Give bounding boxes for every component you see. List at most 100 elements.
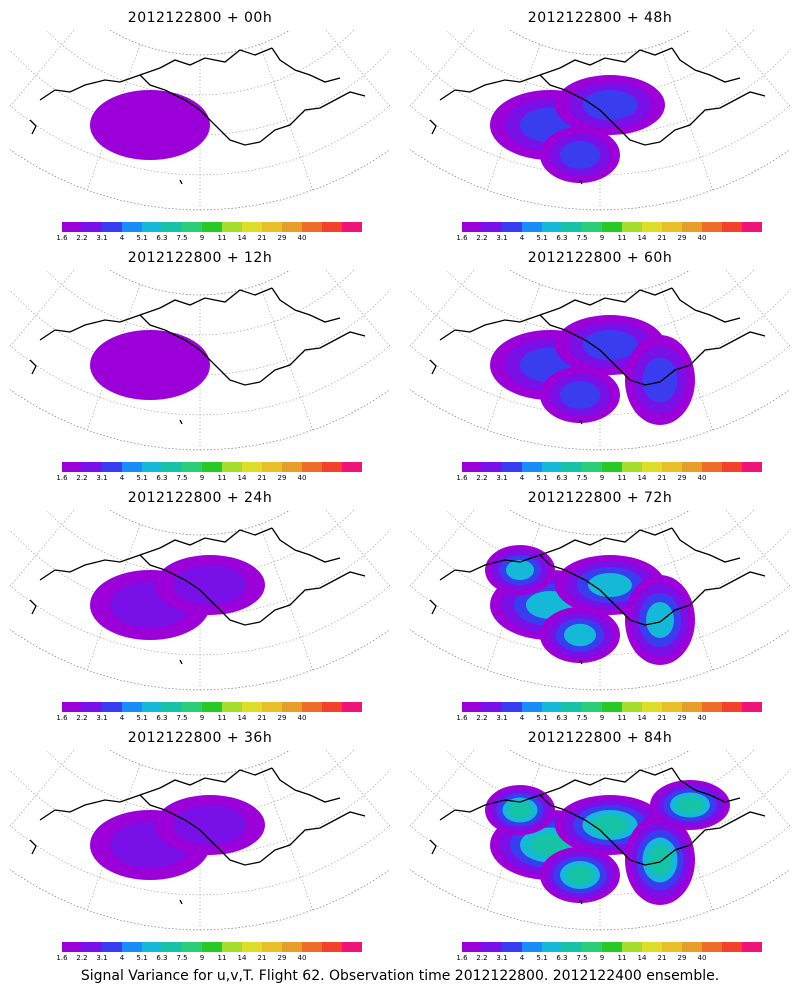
colorbar-swatch xyxy=(702,462,722,472)
graticule-meridian xyxy=(259,764,314,911)
colorbar-label: 4 xyxy=(119,714,125,722)
colorbar-swatch xyxy=(702,942,722,952)
coastline-segment xyxy=(29,359,37,375)
colorbar-swatch xyxy=(182,222,202,232)
graticule-meridian xyxy=(259,524,314,671)
colorbar-swatch xyxy=(622,462,642,472)
colorbar-label: 14 xyxy=(237,954,247,962)
colorbar-label: 7.5 xyxy=(576,234,588,242)
colorbar-label: 5.1 xyxy=(536,954,548,962)
colorbar-label: 7.5 xyxy=(176,714,188,722)
graticule-meridian xyxy=(10,30,48,45)
colorbar-swatch xyxy=(202,462,222,472)
colorbar-swatch xyxy=(102,702,122,712)
coastline-segment xyxy=(429,839,437,855)
colorbar-swatch xyxy=(582,942,602,952)
coastline-segment xyxy=(271,287,341,323)
colorbar-labels: 1.6 2.2 3.1 4 5.1 6.3 7.5 9 11 14 21 29 40 xyxy=(56,714,362,724)
colorbar-label: 40 xyxy=(697,714,707,722)
colorbar-label: 29 xyxy=(277,234,287,242)
colorbar-swatch xyxy=(322,462,342,472)
map-boundary xyxy=(10,270,390,451)
colorbar-swatch xyxy=(642,462,662,472)
map-boundary xyxy=(410,270,790,451)
variance-contour xyxy=(564,623,596,647)
variance-contour xyxy=(582,330,638,360)
colorbar-swatch xyxy=(742,942,762,952)
map-panel-36h: 2012122800 + 36h 1.6 2.2 3.1 4 5.1 6.3 7.5 9 11 1… xyxy=(0,720,400,965)
colorbar-swatch xyxy=(522,702,542,712)
colorbar-swatch xyxy=(82,702,102,712)
colorbar xyxy=(462,462,762,472)
colorbar-label: 1.6 xyxy=(456,954,468,962)
colorbar-label: 4 xyxy=(119,234,125,242)
coastline-segment xyxy=(179,659,183,665)
colorbar-swatch xyxy=(682,222,702,232)
colorbar-swatch xyxy=(722,222,742,232)
map-plot xyxy=(410,750,790,931)
colorbar-label: 9 xyxy=(599,714,605,722)
colorbar-swatch xyxy=(222,942,242,952)
graticule-meridian xyxy=(410,750,448,765)
colorbar xyxy=(462,222,762,232)
colorbar-label: 1.6 xyxy=(456,234,468,242)
colorbar-label: 3.1 xyxy=(96,474,108,482)
colorbar-swatch xyxy=(182,462,202,472)
graticule-meridian xyxy=(325,270,390,347)
colorbar-label: 11 xyxy=(217,714,227,722)
variance-shading xyxy=(490,315,695,425)
colorbar-label: 2.2 xyxy=(76,474,88,482)
map-boundary xyxy=(410,30,790,211)
coastline xyxy=(29,527,366,665)
colorbar-swatch xyxy=(522,942,542,952)
colorbar-label: 6.3 xyxy=(556,954,568,962)
graticule-latitude xyxy=(410,769,790,856)
colorbar-label: 9 xyxy=(199,234,205,242)
colorbar-label: 21 xyxy=(657,714,667,722)
colorbar-label: 5.1 xyxy=(536,714,548,722)
graticule-meridian xyxy=(352,510,390,525)
colorbar-label: 5.1 xyxy=(136,474,148,482)
variance-shading xyxy=(90,795,265,880)
colorbar-swatch xyxy=(662,942,682,952)
colorbar-swatch xyxy=(662,702,682,712)
colorbar-label: 1.6 xyxy=(456,474,468,482)
coastline-segment xyxy=(539,554,661,626)
colorbar-swatch xyxy=(122,222,142,232)
colorbar xyxy=(62,462,362,472)
coastline-segment xyxy=(39,527,273,581)
variance-contour xyxy=(506,560,534,580)
map-panel-60h: 2012122800 + 60h 1.6 2.2 3.1 4 5.1 6.3 7.5 9 11 1… xyxy=(400,240,800,485)
colorbar-swatch xyxy=(542,942,562,952)
colorbar-label: 14 xyxy=(637,714,647,722)
colorbar-label: 5.1 xyxy=(136,234,148,242)
colorbar-swatch xyxy=(522,222,542,232)
colorbar-label: 9 xyxy=(199,714,205,722)
coastline-segment xyxy=(671,767,741,803)
map-plot xyxy=(410,270,790,451)
colorbar-swatch xyxy=(702,222,722,232)
colorbar-swatch xyxy=(102,942,122,952)
colorbar-swatch xyxy=(222,222,242,232)
graticule-meridian xyxy=(410,510,448,525)
colorbar-swatch xyxy=(622,942,642,952)
coastline-segment xyxy=(659,571,766,623)
variance-contour xyxy=(560,141,600,169)
colorbar-label: 29 xyxy=(277,954,287,962)
colorbar-label: 1.6 xyxy=(456,714,468,722)
colorbar-label: 29 xyxy=(677,714,687,722)
coastline-segment xyxy=(671,47,741,83)
colorbar-label: 9 xyxy=(599,954,605,962)
colorbar-label: 9 xyxy=(599,474,605,482)
graticule-meridian xyxy=(410,750,475,827)
colorbar-swatch xyxy=(222,702,242,712)
graticule-meridian xyxy=(725,750,790,827)
colorbar-label: 6.3 xyxy=(556,474,568,482)
map-panel-24h: 2012122800 + 24h 1.6 2.2 3.1 4 5.1 6.3 7.5 9 11 1… xyxy=(0,480,400,725)
graticule-latitude xyxy=(410,529,790,616)
colorbar-swatch xyxy=(522,462,542,472)
graticule-meridian xyxy=(725,510,790,587)
colorbar-swatch xyxy=(642,942,662,952)
colorbar-label: 29 xyxy=(277,474,287,482)
graticule-meridian xyxy=(752,750,790,765)
